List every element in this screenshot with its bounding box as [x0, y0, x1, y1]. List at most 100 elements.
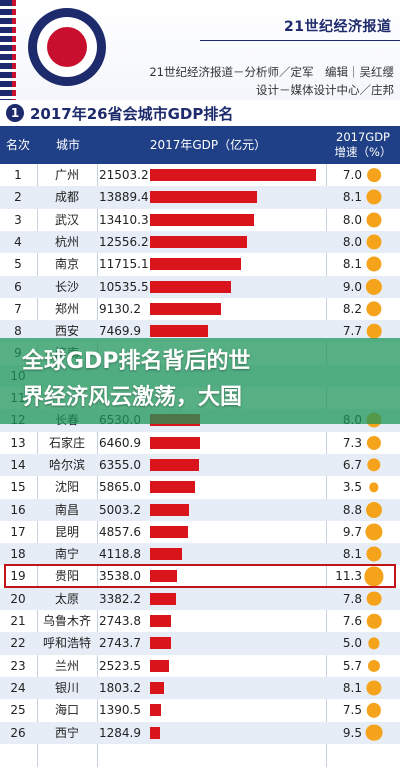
growth-dot [366, 301, 382, 317]
city-cell: 长沙 [54, 279, 79, 294]
section-number-badge: 1 [6, 104, 24, 122]
table-header: 名次 城市 2017年GDP（亿元） 2017GDP 增速（%） [0, 126, 400, 164]
city-cell: 南昌 [54, 502, 79, 517]
gdp-value: 4118.8 [99, 547, 141, 562]
gdp-bar [150, 659, 170, 672]
growth-value: 7.5 [342, 703, 362, 718]
rank-cell: 14 [10, 457, 26, 472]
rank-cell: 26 [10, 725, 26, 740]
table-row: 7 郑州 9130.2 8.2 [0, 298, 400, 320]
growth-dot [366, 680, 382, 696]
growth-value: 9.0 [342, 279, 362, 294]
table-row: 21 乌鲁木齐 2743.8 7.6 [0, 610, 400, 632]
city-cell: 太原 [54, 591, 79, 606]
growth-dot [365, 724, 383, 741]
city-cell: 成都 [54, 190, 79, 205]
table-row: 19 贵阳 3538.0 11.3 [0, 565, 400, 587]
city-cell: 乌鲁木齐 [42, 614, 91, 628]
growth-value: 7.3 [342, 435, 362, 450]
gdp-bar [150, 481, 196, 494]
chart-title: 2017年26省会城市GDP排名 [30, 105, 234, 123]
gdp-bar [150, 615, 172, 627]
rank-cell: 4 [14, 234, 22, 249]
rank-cell: 17 [10, 524, 26, 539]
chart-title-bar: 1 2017年26省会城市GDP排名 [0, 100, 400, 126]
table-row: 20 太原 3382.2 7.8 [0, 587, 400, 610]
city-cell: 西宁 [54, 725, 79, 740]
gdp-value: 10535.5 [99, 279, 149, 294]
growth-dot [367, 659, 381, 672]
column-header-gdp: 2017年GDP（亿元） [149, 138, 267, 152]
growth-value: 7.7 [342, 324, 362, 339]
gdp-value: 1803.2 [99, 680, 141, 695]
gdp-value: 9130.2 [99, 301, 141, 316]
growth-value: 8.1 [342, 680, 362, 695]
table-row: 23 兰州 2523.5 5.7 [0, 655, 400, 677]
city-cell: 西安 [54, 324, 79, 339]
growth-value: 11.3 [335, 569, 362, 584]
gdp-bar [150, 436, 200, 449]
growth-dot [366, 591, 382, 607]
gdp-value: 6460.9 [99, 435, 141, 450]
table-row: 16 南昌 5003.2 8.8 [0, 498, 400, 521]
roundel-logo-icon [28, 8, 106, 86]
gdp-bar [150, 169, 317, 181]
gdp-bar [150, 548, 182, 561]
rank-cell: 16 [10, 502, 26, 517]
column-header-rank: 名次 [5, 138, 30, 152]
gdp-bar [150, 592, 177, 605]
rank-cell: 25 [10, 703, 26, 718]
table-row: 13 石家庄 6460.9 7.3 [0, 432, 400, 454]
growth-value: 8.1 [342, 257, 362, 272]
growth-value: 9.5 [342, 725, 362, 740]
city-cell: 海口 [54, 703, 79, 718]
rank-cell: 24 [10, 680, 26, 695]
gdp-bar [150, 235, 248, 248]
growth-value: 8.0 [342, 212, 362, 227]
headline-line-2: 界经济风云激荡，大国 [22, 385, 243, 410]
credit-line-1: 21世纪经济报道－分析师／定军 编辑｜吴红缨 [149, 65, 394, 79]
growth-dot [366, 189, 382, 205]
table-row: 6 长沙 10535.5 9.0 [0, 275, 400, 298]
city-cell: 昆明 [54, 524, 79, 539]
rank-cell: 22 [10, 636, 26, 651]
headline-line-1: 全球GDP排名背后的世 [22, 349, 251, 374]
city-cell: 哈尔滨 [48, 457, 85, 472]
rank-cell: 19 [10, 569, 26, 584]
table-row: 2 成都 13889.4 8.1 [0, 186, 400, 209]
growth-dot [366, 323, 382, 339]
growth-value: 7.8 [342, 591, 362, 606]
growth-dot [366, 256, 382, 272]
gdp-value: 11715.1 [99, 257, 149, 272]
gdp-value: 2743.8 [99, 614, 141, 628]
city-cell: 石家庄 [48, 435, 85, 450]
city-cell: 南京 [54, 257, 79, 272]
table-row: 15 沈阳 5865.0 3.5 [0, 476, 400, 498]
city-cell: 呼和浩特 [42, 636, 91, 651]
gdp-bar [150, 458, 200, 471]
growth-value: 5.0 [342, 636, 362, 651]
growth-value: 7.0 [342, 168, 362, 182]
growth-dot [367, 168, 381, 182]
growth-dot [364, 566, 384, 586]
table-row: 25 海口 1390.5 7.5 [0, 699, 400, 721]
headline-text: 全球GDP排名背后的世 界经济风云激荡，大国 [22, 344, 382, 416]
gdp-value: 4857.6 [99, 524, 141, 539]
gdp-value: 13889.4 [99, 190, 149, 205]
growth-value: 8.1 [342, 190, 362, 205]
growth-value: 6.7 [342, 457, 362, 472]
table-row: 17 昆明 4857.6 9.7 [0, 521, 400, 543]
table-row: 18 南宁 4118.8 8.1 [0, 543, 400, 566]
growth-value: 9.7 [342, 524, 362, 539]
rank-cell: 3 [14, 212, 22, 227]
decorative-stripes-red [12, 0, 16, 100]
gdp-bar [150, 637, 172, 650]
gdp-bar [150, 280, 232, 293]
gdp-value: 3538.0 [99, 569, 141, 584]
growth-dot [369, 482, 379, 492]
city-cell: 贵阳 [54, 569, 79, 584]
growth-value: 8.8 [342, 502, 362, 517]
report-header: 21世纪经济报道 21世纪经济报道－分析师／定军 编辑｜吴红缨 设计－媒体设计中… [0, 0, 400, 100]
rank-cell: 7 [14, 301, 22, 316]
table-row: 4 杭州 12556.2 8.0 [0, 230, 400, 254]
